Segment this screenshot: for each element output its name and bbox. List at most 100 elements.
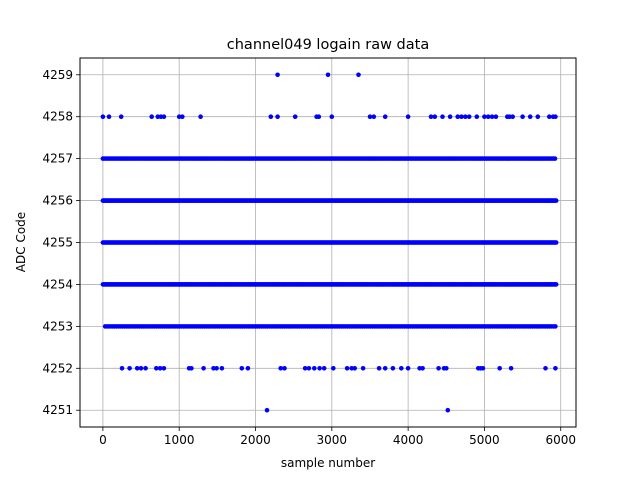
data-point [382,114,388,119]
y-tick-label: 4258 [42,110,73,124]
data-point [508,366,514,371]
data-point [553,198,559,203]
y-tick-label: 4252 [42,361,73,375]
data-point [527,114,533,119]
data-point [553,114,558,119]
data-point [344,366,350,371]
data-point [268,114,274,119]
data-point [201,366,206,371]
x-tick-label: 5000 [469,433,500,447]
data-point [547,114,552,119]
data-point [493,114,499,119]
data-point [360,366,366,371]
data-point [321,366,327,371]
data-point [463,114,468,119]
data-point [444,366,449,371]
data-points [100,72,559,413]
data-point [149,114,154,119]
data-point [100,114,106,119]
data-point [510,114,515,119]
data-point [466,114,472,119]
data-point [329,114,335,119]
chart-title: channel049 logain raw data [227,37,429,53]
data-point [219,366,225,371]
data-point [306,366,312,371]
data-point [292,114,298,119]
data-point [118,114,124,119]
data-point [440,114,445,119]
y-tick-label: 4257 [42,152,73,166]
y-tick-label: 4255 [42,236,73,250]
data-point [445,407,451,413]
data-point [535,114,541,119]
x-tick-label: 4000 [393,433,424,447]
data-point [157,366,163,371]
data-point [489,114,495,119]
x-tick-label: 3000 [317,433,348,447]
data-point [553,240,559,245]
data-point [390,366,396,371]
y-tick-label: 4256 [42,194,73,208]
data-point [399,366,404,371]
data-point [520,114,525,119]
data-point [161,114,167,119]
data-point [214,366,219,371]
data-point [119,366,125,371]
data-point [371,114,377,119]
x-tick-label: 2000 [240,433,271,447]
data-point [382,366,388,371]
data-point [275,72,280,78]
data-point [543,366,548,371]
data-point [553,366,558,371]
x-tick-label: 1000 [164,433,195,447]
data-point [161,366,167,371]
data-point [420,366,425,371]
data-point [455,114,461,119]
data-point [436,366,441,371]
y-tick-label: 4251 [42,403,73,417]
data-point [474,114,480,119]
data-point [275,114,280,119]
data-point [428,114,434,119]
y-tick-label: 4253 [42,319,73,333]
data-point [154,366,159,371]
data-point [432,114,438,119]
data-point [497,366,503,371]
data-point [482,114,487,119]
data-point [325,72,331,78]
data-point [480,366,486,371]
data-point [180,114,185,119]
data-point [143,366,148,371]
data-point [552,156,558,161]
data-point [459,114,464,119]
data-point [553,324,558,329]
x-axis-label: sample number [281,456,375,470]
data-point [316,114,322,119]
data-point [376,366,382,371]
data-point [198,114,203,119]
data-point [312,366,317,371]
y-axis-label: ADC Code [14,212,28,272]
data-point [356,72,361,78]
data-point [106,114,112,119]
data-point [317,366,322,371]
data-point [485,114,491,119]
data-point [352,366,358,371]
x-tick-label: 0 [99,433,107,447]
data-point [138,366,144,371]
y-tick-label: 4254 [42,277,73,291]
data-point [553,282,559,287]
data-point [367,114,373,119]
data-point [264,407,270,413]
data-point [189,366,194,371]
data-point [134,366,140,371]
data-point [127,366,132,371]
data-point [331,366,336,371]
data-point [245,366,251,371]
data-point [405,366,411,371]
data-point [278,366,284,371]
data-point [447,114,453,119]
y-tick-label: 4259 [42,68,73,82]
